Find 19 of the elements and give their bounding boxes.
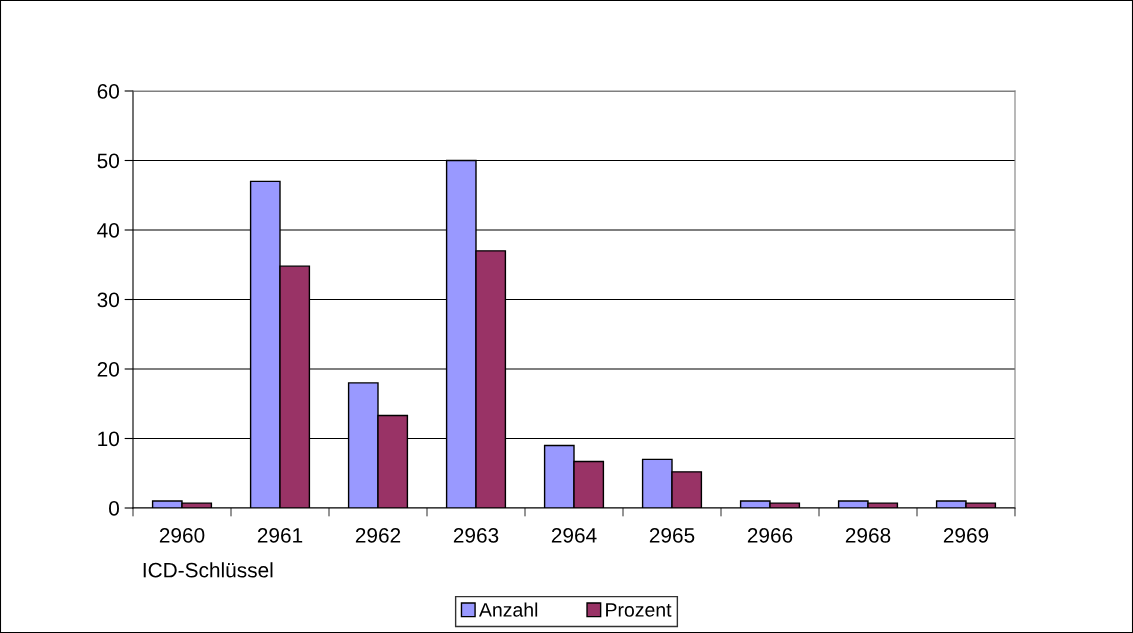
- legend-label: Prozent: [606, 603, 672, 617]
- y-tick-label: 50: [97, 153, 119, 169]
- x-tick-label: 2968: [845, 527, 891, 543]
- y-tick-label: 30: [97, 292, 119, 308]
- y-tick-label: 10: [98, 431, 119, 447]
- x-tick-label: 2962: [355, 527, 401, 543]
- legend-label: Anzahl: [479, 602, 538, 617]
- x-tick-label: 2966: [747, 527, 793, 543]
- y-tick-label: 60: [97, 84, 119, 99]
- y-tick-label: 0: [109, 501, 119, 516]
- y-tick-label: 20: [97, 362, 119, 377]
- y-tick-label: 40: [97, 223, 119, 238]
- x-tick-label: 2961: [257, 527, 303, 543]
- x-axis-title: ICD-Schlüssel: [143, 562, 273, 578]
- x-tick-label: 2969: [943, 527, 989, 543]
- x-tick-label: 2963: [453, 527, 499, 543]
- x-tick-label: 2965: [649, 527, 695, 543]
- x-tick-label: 2960: [159, 527, 205, 543]
- x-tick-label: 2964: [551, 527, 597, 543]
